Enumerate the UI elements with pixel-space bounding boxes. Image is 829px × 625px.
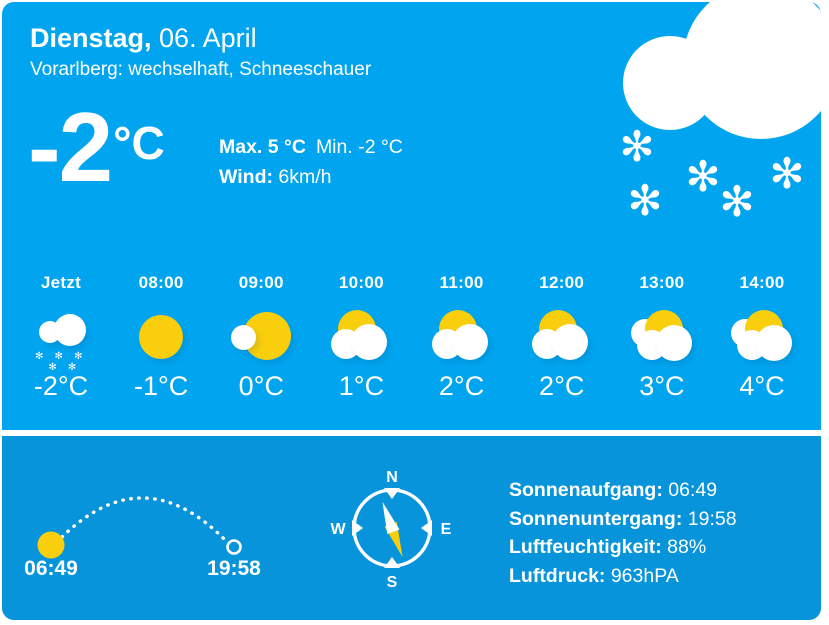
current-temperature: -2°C <box>28 98 165 196</box>
weather-details: Sonnenaufgang: 06:49 Sonnenuntergang: 19… <box>509 476 737 590</box>
detail-row-sunset: Sonnenuntergang: 19:58 <box>509 505 737 534</box>
hourly-item-now[interactable]: Jetzt ✻ ✻ ✻ ✻ ✻ -2°C <box>12 273 110 402</box>
hour-temperature: 3°C <box>639 371 685 401</box>
compass-south-label: S <box>387 574 398 591</box>
detail-row-sunrise: Sonnenaufgang: 06:49 <box>509 476 737 505</box>
hour-label: 10:00 <box>338 273 384 292</box>
hour-temperature: 0°C <box>238 371 284 401</box>
current-stats: Max. 5 °C Min. -2 °C Wind: 6km/h <box>219 132 403 192</box>
detail-value: 963hPA <box>610 564 679 587</box>
detail-label: Sonnenuntergang: <box>509 507 683 530</box>
hourly-item-0800[interactable]: 08:00 -1°C <box>112 273 210 402</box>
page-title: Dienstag, 06. April <box>30 22 371 54</box>
hourly-item-1200[interactable]: 12:00 2°C <box>513 273 611 402</box>
date-label: 06. April <box>151 23 257 53</box>
detail-label: Sonnenaufgang: <box>509 479 663 501</box>
weekday-label: Dienstag, <box>30 23 152 53</box>
compass-icon: N S W E <box>330 469 451 591</box>
hour-temperature: 2°C <box>438 371 485 401</box>
cloud-with-sun-icon <box>730 307 794 365</box>
max-value: 5 °C <box>267 136 306 158</box>
hour-temperature: 2°C <box>539 371 585 401</box>
sun-behind-cloud-icon <box>530 307 594 365</box>
current-temperature-unit: °C <box>113 117 165 169</box>
compass-west-label: W <box>330 521 346 538</box>
hourly-item-1100[interactable]: 11:00 2°C <box>413 273 511 402</box>
hour-temperature: -1°C <box>133 371 189 401</box>
minmax-line: Max. 5 °C Min. -2 °C <box>219 132 403 162</box>
hour-label: 14:00 <box>739 273 785 292</box>
min-value: -2 °C <box>358 136 403 158</box>
current-weather-section: Dienstag, 06. April Vorarlberg: wechselh… <box>2 2 821 430</box>
min-label: Min. <box>315 136 353 158</box>
wind-line: Wind: 6km/h <box>219 162 403 192</box>
wind-value: 6km/h <box>278 166 332 188</box>
detail-label: Luftfeuchtigkeit: <box>509 536 662 559</box>
hour-label: Jetzt <box>40 273 82 292</box>
location-summary: Vorarlberg: wechselhaft, Schneeschauer <box>30 59 372 81</box>
compass-east-label: E <box>441 521 452 538</box>
hourly-forecast: Jetzt ✻ ✻ ✻ ✻ ✻ -2°C 08:00 -1°C 09:00 0°… <box>12 273 811 402</box>
detail-value: 06:49 <box>668 479 718 501</box>
detail-value: 88% <box>667 536 707 559</box>
sunset-time: 19:58 <box>207 557 261 580</box>
wind-label: Wind: <box>219 166 273 188</box>
sun-behind-cloud-icon <box>329 307 393 365</box>
section-divider <box>2 430 821 436</box>
hourly-item-1400[interactable]: 14:00 4°C <box>713 273 811 402</box>
compass-needle <box>382 501 403 558</box>
hourly-item-1000[interactable]: 10:00 1°C <box>312 273 410 402</box>
sun-small-cloud-icon <box>229 307 293 365</box>
sunrise-time: 06:49 <box>24 557 78 580</box>
detail-label: Luftdruck: <box>509 564 606 587</box>
hour-temperature: -2°C <box>33 371 89 401</box>
hour-label: 08:00 <box>138 273 184 292</box>
header: Dienstag, 06. April Vorarlberg: wechselh… <box>30 22 371 81</box>
compass-north-label: N <box>386 469 398 486</box>
sun-and-details-section: N S W E 06:49 19:58 Sonnenaufgang: 06:49… <box>2 436 821 620</box>
weather-widget: Dienstag, 06. April Vorarlberg: wechselh… <box>2 2 821 620</box>
sunrise-sun-icon <box>37 531 65 559</box>
hour-label: 11:00 <box>439 273 484 292</box>
hourly-item-0900[interactable]: 09:00 0°C <box>212 273 310 402</box>
hour-label: 09:00 <box>238 273 284 292</box>
detail-value: 19:58 <box>687 507 737 530</box>
max-label: Max. <box>219 136 263 158</box>
sun-icon <box>129 307 193 365</box>
hour-label: 12:00 <box>539 273 585 292</box>
hour-temperature: 1°C <box>338 371 385 401</box>
detail-row-humidity: Luftfeuchtigkeit: 88% <box>509 533 737 562</box>
sun-arc-path <box>60 496 228 543</box>
hourly-item-1300[interactable]: 13:00 3°C <box>613 273 711 402</box>
cloud-with-sun-icon <box>630 307 694 365</box>
hour-temperature: 4°C <box>739 371 785 401</box>
snow-cloud-icon: ✻ ✻ ✻ ✻ ✻ <box>29 307 93 373</box>
detail-row-pressure: Luftdruck: 963hPA <box>509 562 737 591</box>
hour-label: 13:00 <box>639 273 685 292</box>
sun-behind-cloud-icon <box>430 307 494 365</box>
sun-path-and-compass-graphic: N S W E <box>37 469 452 591</box>
sunset-marker-icon <box>226 539 242 555</box>
current-temperature-value: -2 <box>28 92 113 202</box>
cloud-puff <box>683 2 821 139</box>
